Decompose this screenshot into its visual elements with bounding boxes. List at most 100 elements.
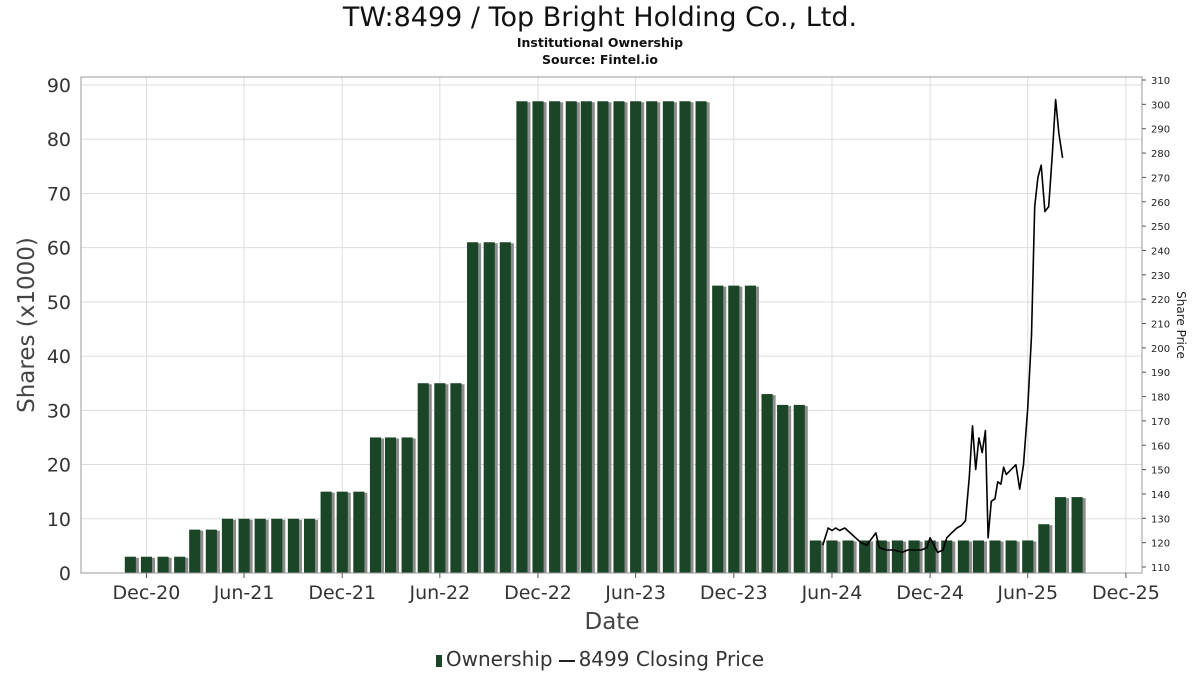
bar	[174, 556, 186, 573]
bar	[499, 242, 511, 573]
bar	[271, 518, 283, 573]
y-tick-label: 90	[47, 75, 71, 97]
bar	[891, 540, 903, 573]
legend-line-swatch	[558, 659, 575, 662]
bar	[384, 437, 397, 573]
axes: 0 10 20 30 40 50 60 70 80 90 110 120 130 140 150 160 170…	[47, 75, 1170, 604]
x-tick-label: Dec-25	[1092, 582, 1160, 604]
bar	[1054, 497, 1067, 573]
y2-tick-label: 270	[1151, 173, 1170, 184]
x-tick-label: Dec-20	[113, 582, 181, 604]
bar	[205, 529, 217, 573]
bar	[450, 383, 462, 573]
y2-tick-label: 130	[1151, 514, 1170, 525]
y2-tick-label: 150	[1151, 466, 1170, 477]
bar	[254, 518, 266, 573]
bar-series-ownership	[124, 101, 1086, 574]
bar	[434, 383, 446, 573]
price-line	[822, 98, 1064, 554]
plot-frame	[80, 76, 1143, 574]
y-tick-label: 20	[47, 455, 71, 477]
line-series-closing-price	[822, 98, 1064, 554]
x-tick-label: Jun-25	[996, 582, 1058, 604]
y2-tick-label: 240	[1151, 246, 1170, 257]
y-tick-label: 0	[59, 563, 71, 585]
bar	[353, 491, 365, 573]
bar	[189, 529, 201, 573]
bar	[712, 285, 724, 573]
y-tick-label: 40	[47, 346, 71, 368]
bar	[646, 101, 658, 574]
bar	[1005, 540, 1017, 573]
bar	[908, 540, 920, 573]
y-tick-label: 30	[47, 400, 71, 422]
y2-tick-label: 140	[1151, 490, 1170, 501]
bar	[483, 242, 495, 573]
y2-tick-label: 180	[1151, 393, 1170, 404]
bar	[809, 540, 821, 573]
bar	[369, 437, 382, 573]
grid-lines	[81, 77, 1142, 574]
y-tick-label: 80	[47, 129, 71, 151]
bar	[565, 101, 577, 574]
bar	[1022, 540, 1034, 573]
bar	[777, 404, 789, 573]
bar	[728, 285, 740, 573]
y-tick-label: 70	[47, 183, 71, 205]
y-tick-label: 10	[47, 509, 71, 531]
bar	[695, 101, 707, 574]
y2-tick-label: 220	[1151, 295, 1170, 306]
x-tick-label: Jun-24	[801, 582, 863, 604]
chart-source: Source: Fintel.io	[542, 52, 658, 67]
y2-tick-label: 300	[1151, 100, 1170, 111]
bar	[941, 540, 953, 573]
bar	[761, 394, 773, 573]
bar	[1071, 497, 1083, 573]
y2-tick-label: 190	[1151, 368, 1170, 379]
bar	[238, 518, 250, 573]
x-tick-label: Jun-22	[408, 582, 470, 604]
bar	[124, 556, 136, 573]
y2-tick-label: 230	[1151, 271, 1170, 282]
bar	[532, 101, 544, 574]
bar	[613, 101, 625, 574]
bar	[549, 101, 561, 574]
legend-bar-swatch	[435, 654, 442, 667]
bar	[401, 437, 413, 573]
bar	[842, 540, 854, 573]
x-axis-title: Date	[585, 609, 640, 635]
bar	[580, 101, 592, 574]
bar	[662, 101, 674, 574]
x-tick-label: Dec-22	[504, 582, 572, 604]
chart-subtitle: Institutional Ownership	[516, 35, 684, 50]
bar	[157, 556, 169, 573]
y-tick-label: 50	[47, 292, 71, 314]
bar	[597, 101, 609, 574]
bar	[989, 540, 1001, 573]
bar	[287, 518, 299, 573]
legend-label-closing-price: 8499 Closing Price	[578, 647, 765, 671]
x-tick-label: Dec-24	[896, 582, 964, 604]
bar	[924, 540, 936, 573]
x-tick-label: Jun-23	[604, 582, 666, 604]
y2-tick-label: 200	[1151, 344, 1170, 355]
x-tick-label: Dec-23	[700, 582, 768, 604]
bar	[336, 491, 348, 573]
bar	[630, 101, 642, 574]
bar	[516, 101, 528, 574]
y2-tick-label: 280	[1151, 149, 1170, 160]
bar	[467, 242, 479, 573]
bar	[957, 540, 969, 573]
bar	[1038, 524, 1050, 573]
y2-tick-label: 250	[1151, 222, 1170, 233]
bar	[417, 383, 429, 573]
bar	[859, 540, 871, 573]
y2-tick-label: 110	[1151, 563, 1170, 574]
y2-tick-label: 290	[1151, 125, 1170, 136]
y2-tick-label: 170	[1151, 417, 1170, 428]
bar	[320, 491, 332, 573]
y-axis-title: Shares (x1000)	[14, 237, 40, 413]
bar	[793, 404, 805, 573]
x-tick-label: Dec-21	[308, 582, 376, 604]
bar	[875, 540, 887, 573]
